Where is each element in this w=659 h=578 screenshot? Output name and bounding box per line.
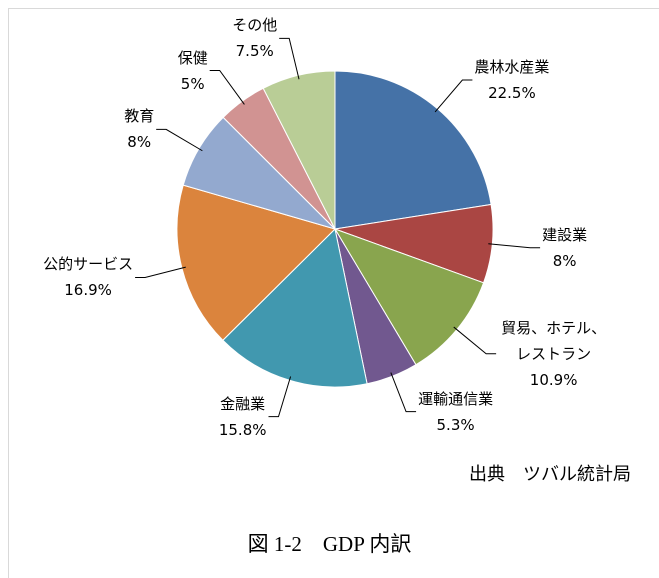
leader-line xyxy=(156,128,203,152)
category-label: 農林水産業 xyxy=(474,58,550,77)
data-label: 公的サービス 16.9% xyxy=(43,251,133,303)
data-label: 運輸通信業 5.3% xyxy=(418,386,493,438)
value-label: 22.5% xyxy=(488,84,536,103)
value-label: 8% xyxy=(127,133,152,152)
source: 出典 ツバル統計局 xyxy=(469,464,631,484)
category-label: 貿易、ホテル、レストラン xyxy=(501,318,607,363)
leader-line xyxy=(453,326,497,355)
value-label: 8% xyxy=(552,251,577,270)
caption: 図 1-2 GDP 内訳 xyxy=(247,532,412,556)
value-label: 10.9% xyxy=(529,370,578,389)
value-label: 15.8% xyxy=(218,420,267,439)
value-label: 7.5% xyxy=(235,42,274,61)
category-label: 公的サービス xyxy=(43,255,134,274)
category-label: 運輸通信業 xyxy=(418,389,494,408)
leader-line xyxy=(268,376,292,418)
data-label: 金融業 15.8% xyxy=(219,391,267,443)
leader-line xyxy=(434,79,473,113)
value-label: 16.9% xyxy=(64,281,112,300)
category-label: 保健 xyxy=(177,48,208,67)
pie-slice xyxy=(334,70,492,230)
data-label: 教育 8% xyxy=(124,103,154,155)
category-label: 教育 xyxy=(124,107,155,126)
category-label: 金融業 xyxy=(220,394,266,413)
data-label: 農林水産業 22.5% xyxy=(474,54,549,106)
value-label: 5.3% xyxy=(436,415,475,434)
data-label: 貿易、ホテル、レストラン 10.9% xyxy=(498,315,609,393)
leader-line xyxy=(209,70,245,105)
data-label: 建設業 8% xyxy=(542,222,587,274)
category-label: 建設業 xyxy=(542,225,588,244)
leader-line xyxy=(279,37,300,80)
data-label: その他 7.5% xyxy=(232,12,277,64)
leader-line xyxy=(488,243,541,249)
value-label: 5% xyxy=(180,74,205,93)
leader-line xyxy=(135,266,186,278)
leader-line xyxy=(390,372,417,413)
category-label: その他 xyxy=(232,16,278,35)
chart-border xyxy=(8,8,659,578)
data-label: 保健 5% xyxy=(178,45,208,97)
